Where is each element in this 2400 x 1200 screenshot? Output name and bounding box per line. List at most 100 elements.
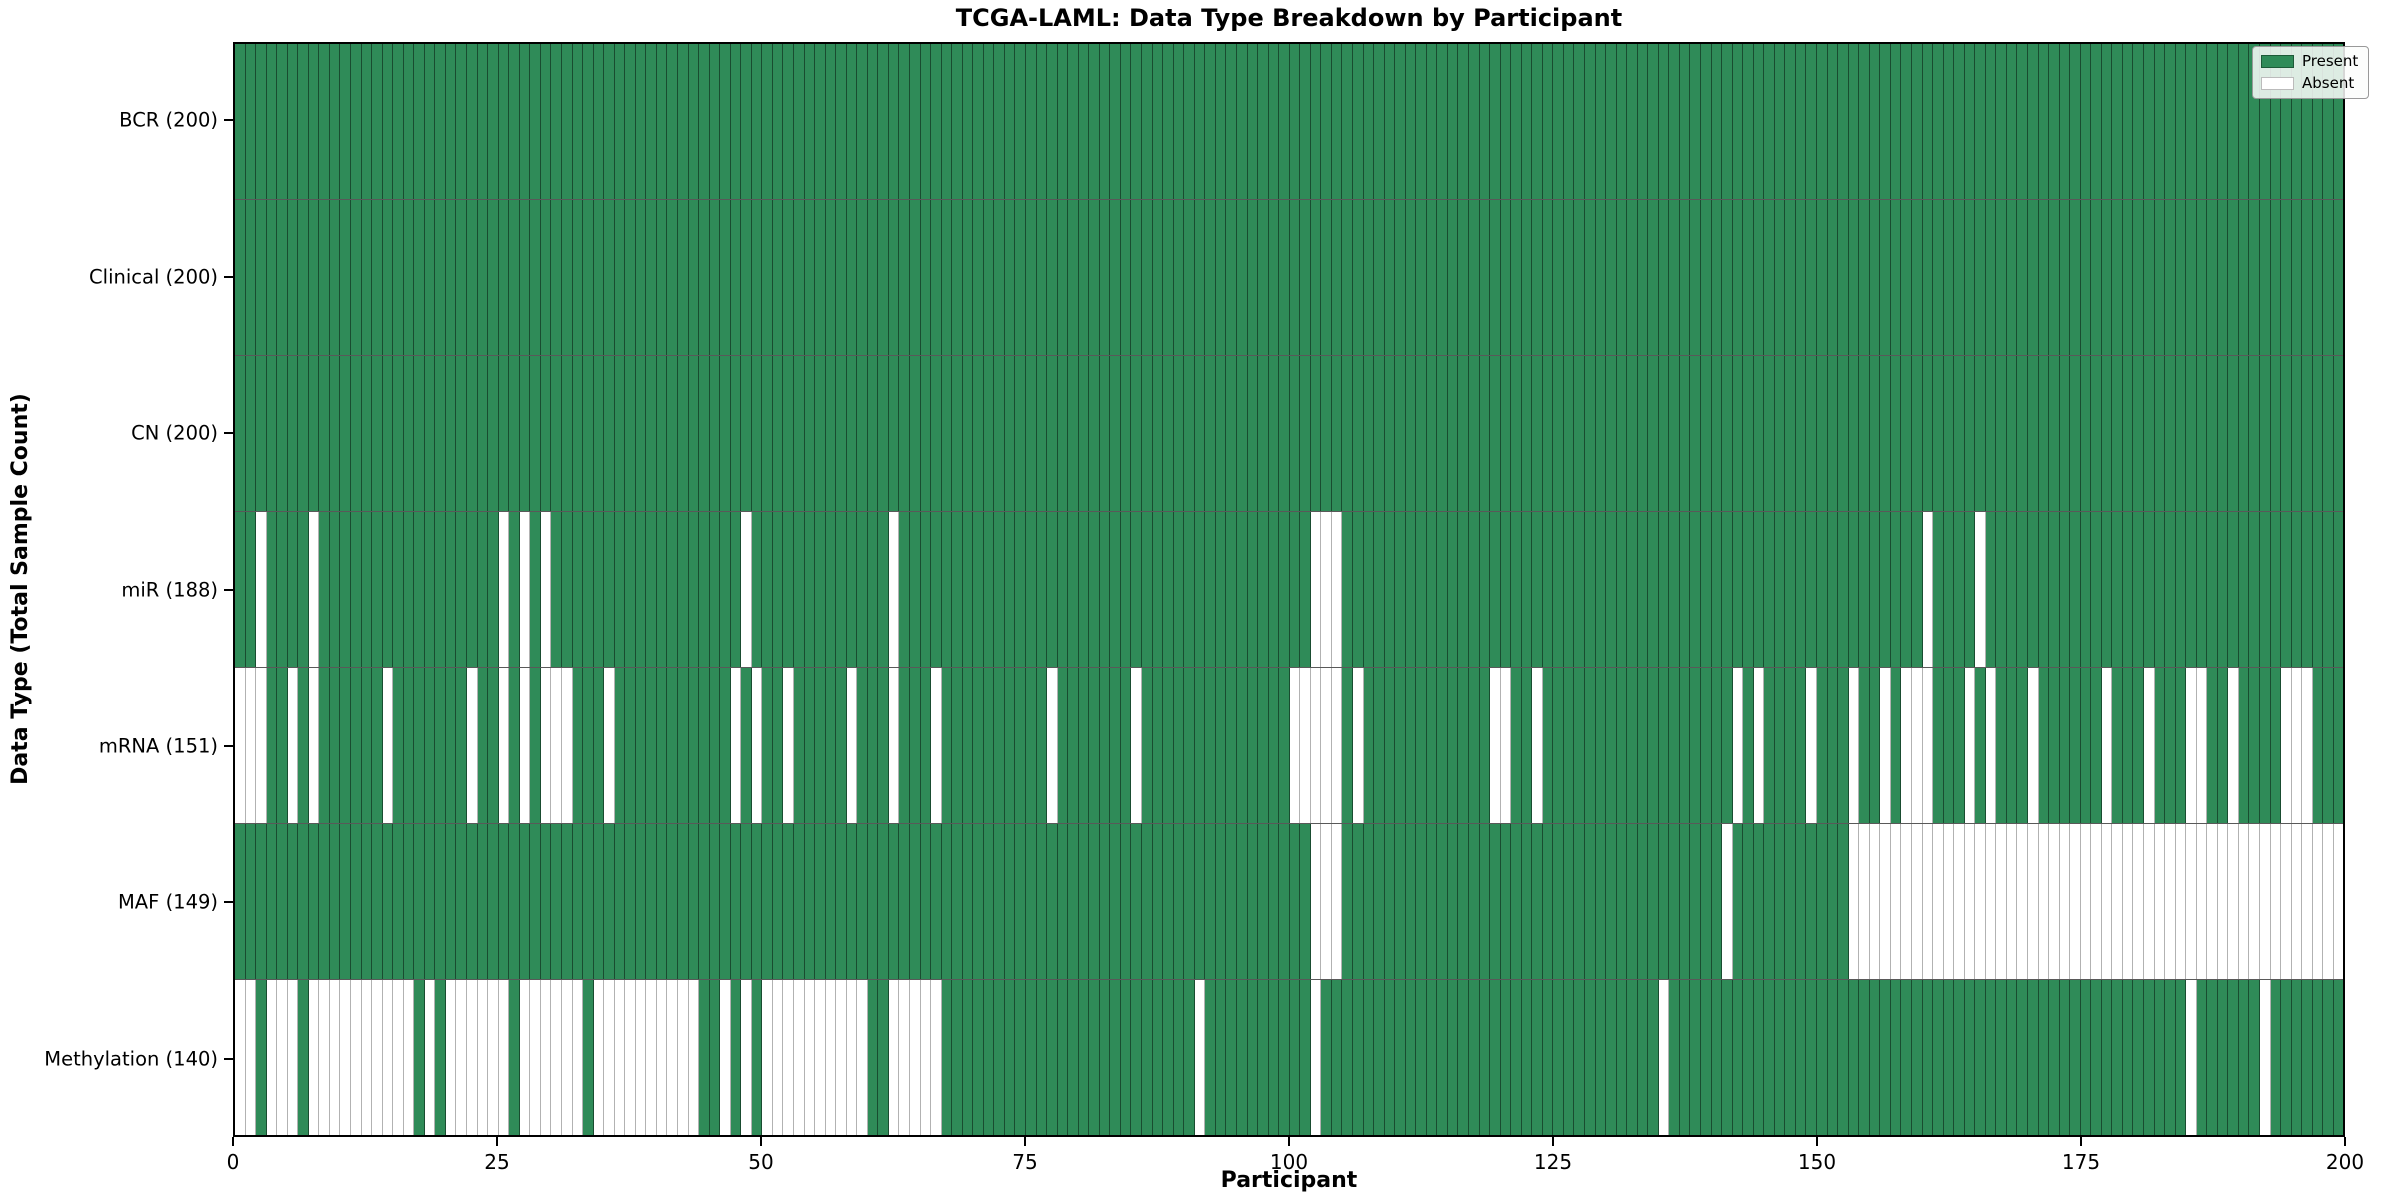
heatmap-cell [1880,44,1891,199]
heatmap-cell [2312,512,2324,667]
heatmap-cell [2186,980,2197,1135]
heatmap-cell [1690,44,1702,199]
heatmap-cell [2027,200,2039,355]
heatmap-cell [1795,512,1807,667]
heatmap-cell [382,668,394,823]
heatmap-cell [867,668,879,823]
heatmap-cell [340,668,352,823]
heatmap-cell [1627,824,1638,979]
heatmap-cell [1036,200,1048,355]
heatmap-cell [2027,356,2039,511]
heatmap-cell [277,824,288,979]
heatmap-cell [1247,980,1259,1135]
heatmap-cell [1384,356,1396,511]
heatmap-cell [1152,512,1164,667]
heatmap-cell [1258,668,1269,823]
heatmap-cell [1890,512,1902,667]
heatmap-cell [2249,512,2260,667]
heatmap-cell [846,200,858,355]
heatmap-cell [467,44,478,199]
heatmap-cell [1026,512,1037,667]
heatmap-cell [2006,356,2018,511]
heatmap-cell [530,512,541,667]
heatmap-cell [952,44,963,199]
heatmap-cell [1722,824,1733,979]
heatmap-cell [2323,668,2334,823]
heatmap-cell [1015,44,1027,199]
heatmap-cell [1785,668,1796,823]
heatmap-cell [741,512,752,667]
heatmap-cell [804,200,816,355]
heatmap-cell [1933,512,1944,667]
heatmap-cell [424,356,436,511]
heatmap-cell [1289,980,1301,1135]
heatmap-cell [931,200,942,355]
heatmap-cell [2112,980,2123,1135]
heatmap-cell [319,200,330,355]
heatmap-cell [1732,980,1744,1135]
heatmap-cell [783,512,794,667]
heatmap-cell [994,668,1005,823]
heatmap-cell [1669,44,1680,199]
heatmap-cell [2260,44,2271,199]
heatmap-cell [593,824,605,979]
heatmap-cell [351,668,362,823]
heatmap-cell [1701,356,1712,511]
heatmap-cell [1563,512,1575,667]
y-tick-label-cn: CN (200) [131,421,218,445]
heatmap-cell [1532,824,1543,979]
heatmap-cell [445,980,457,1135]
heatmap-cell [1363,824,1375,979]
heatmap-cell [910,824,921,979]
heatmap-cell [382,824,394,979]
heatmap-cell [319,668,330,823]
heatmap-cell [604,668,615,823]
heatmap-cell [456,668,468,823]
heatmap-cell [1036,980,1048,1135]
heatmap-cell [2281,824,2292,979]
heatmap-cell [593,200,605,355]
heatmap-cell [403,200,415,355]
heatmap-cell [2017,824,2028,979]
heatmap-cell [941,824,953,979]
heatmap-cell [1163,44,1174,199]
heatmap-cell [1511,824,1522,979]
heatmap-cell [1975,512,1986,667]
heatmap-cell [994,512,1005,667]
heatmap-cell [720,824,731,979]
heatmap-cell [1848,824,1860,979]
heatmap-cell [308,200,320,355]
heatmap-cell [1363,980,1375,1135]
heatmap-cell [1732,44,1744,199]
heatmap-cell [1194,824,1206,979]
heatmap-cell [793,200,805,355]
heatmap-cell [1679,200,1691,355]
heatmap-cell [888,824,900,979]
heatmap-cell [414,200,425,355]
heatmap-cell [1795,200,1807,355]
heatmap-cell [287,356,299,511]
heatmap-cell [551,200,562,355]
heatmap-cell [1943,668,1955,823]
heatmap-cell [625,200,636,355]
heatmap-cell [1859,980,1870,1135]
heatmap-cell [1743,668,1754,823]
heatmap-cell [1310,44,1322,199]
heatmap-row-bcr [235,44,2344,200]
heatmap-cell [1447,668,1459,823]
heatmap-cell [1511,356,1522,511]
heatmap-cell [1300,356,1311,511]
heatmap-cell [1975,668,1986,823]
heatmap-cell [1426,200,1438,355]
heatmap-cell [1585,512,1596,667]
heatmap-cell [340,980,352,1135]
heatmap-cell [393,356,404,511]
heatmap-cell [1099,668,1111,823]
heatmap-cell [1764,824,1775,979]
heatmap-cell [361,668,373,823]
heatmap-cell [2196,200,2208,355]
heatmap-cell [2323,200,2334,355]
heatmap-cell [720,356,731,511]
heatmap-cell [1658,356,1670,511]
heatmap-cell [361,980,373,1135]
